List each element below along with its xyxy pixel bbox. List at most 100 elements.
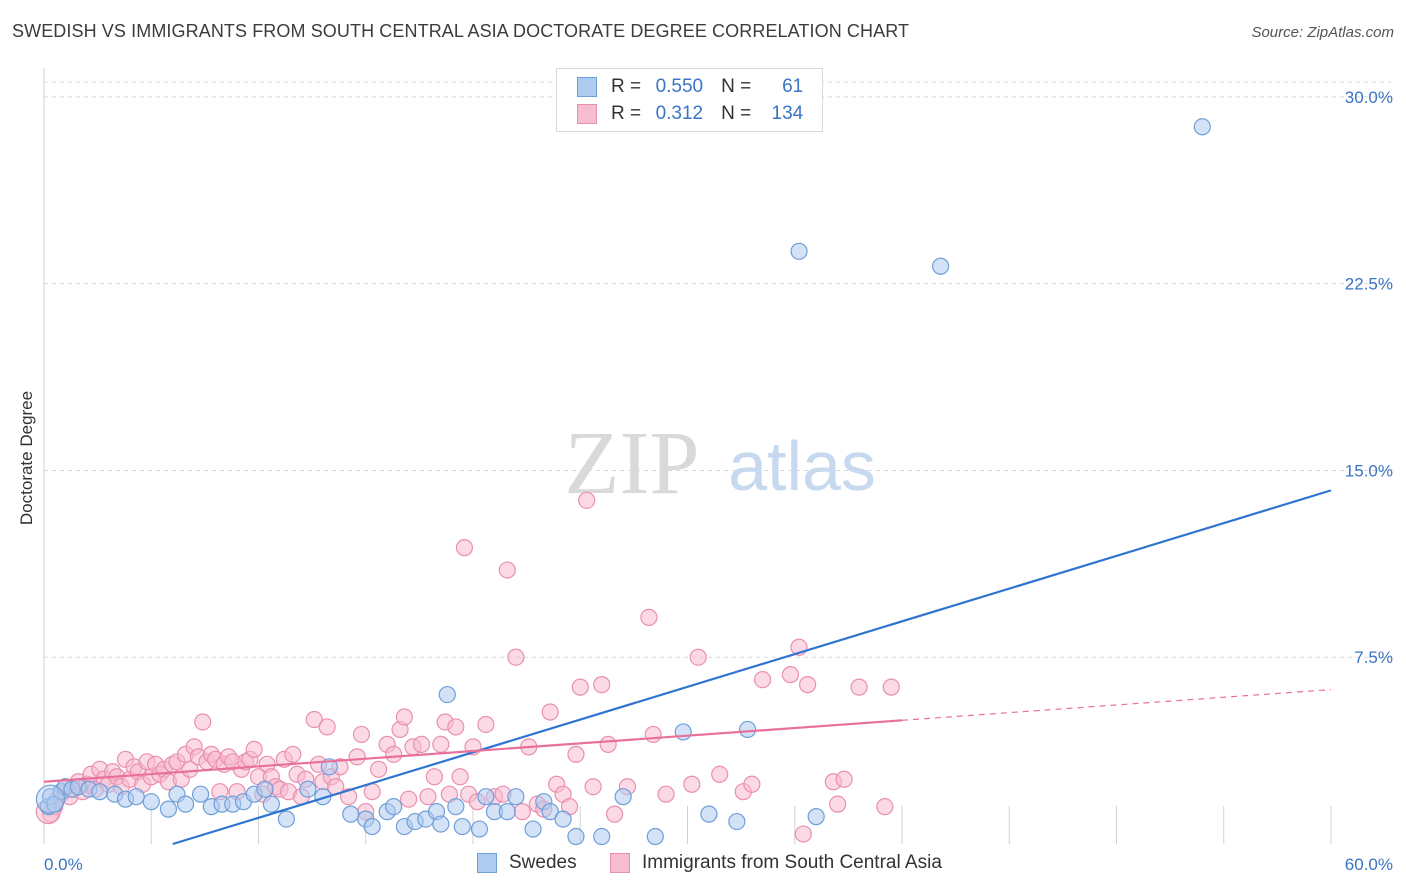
data-point <box>142 793 160 811</box>
data-point <box>571 678 589 696</box>
data-point <box>835 770 853 788</box>
data-point <box>277 810 295 828</box>
bottom-legend-label: Swedes <box>509 852 577 873</box>
data-point <box>432 735 450 753</box>
data-point <box>352 725 371 744</box>
data-point <box>829 795 847 813</box>
legend-swatch-blue <box>577 77 597 97</box>
grid-layer <box>43 68 1391 844</box>
legend-swatch-pink <box>577 104 597 124</box>
data-point <box>541 703 559 721</box>
data-point <box>567 745 585 763</box>
data-point <box>683 775 701 793</box>
data-point <box>470 820 489 838</box>
y-tick-label: 7.5% <box>1354 648 1393 667</box>
data-point <box>541 803 559 821</box>
data-point <box>262 795 280 813</box>
data-point <box>438 685 456 704</box>
data-point <box>395 708 413 726</box>
data-point <box>507 648 525 666</box>
data-point <box>646 827 664 846</box>
tick-labels: 7.5% 15.0% 22.5% 30.0% 0.0% 60.0% <box>44 88 1393 874</box>
data-point <box>753 671 772 689</box>
data-point <box>738 720 757 739</box>
data-point <box>498 561 516 579</box>
data-point <box>567 827 585 846</box>
legend-r-label: R = <box>611 76 642 97</box>
legend-r-value: 0.550 <box>655 76 704 97</box>
data-point <box>385 798 403 816</box>
data-point <box>578 491 596 509</box>
data-point <box>477 788 495 806</box>
data-point <box>127 788 145 806</box>
data-point <box>447 718 465 736</box>
bottom-legend-immigrants: Immigrants from South Central Asia <box>610 852 942 874</box>
legend-row-swedes: R = 0.550 N = 61 <box>577 75 803 99</box>
data-point <box>91 783 109 801</box>
data-point <box>477 715 495 734</box>
pink-series-points <box>35 491 900 843</box>
data-point <box>593 676 611 694</box>
data-point <box>799 676 817 694</box>
data-point <box>400 790 418 808</box>
data-point <box>425 768 443 786</box>
data-point <box>640 608 658 626</box>
legend-n-value: 61 <box>782 76 804 97</box>
data-point <box>644 725 662 744</box>
data-point <box>191 785 210 803</box>
data-point <box>524 820 542 838</box>
data-point <box>455 539 474 557</box>
data-point <box>419 788 437 806</box>
data-point <box>159 800 178 818</box>
legend-n-value: 134 <box>771 103 804 124</box>
data-point <box>176 795 195 813</box>
data-point <box>284 745 302 763</box>
legend-r-label: R = <box>611 103 642 124</box>
data-point <box>932 257 950 275</box>
data-point <box>1193 118 1211 136</box>
data-point <box>305 710 323 729</box>
x-tick-label: 60.0% <box>1345 855 1393 874</box>
legend-n-label: N = <box>721 103 752 124</box>
data-point <box>451 768 469 786</box>
data-point <box>605 805 624 823</box>
trend-line-immigrants <box>43 719 903 783</box>
data-point <box>320 758 338 776</box>
y-tick-label: 22.5% <box>1345 275 1393 294</box>
data-point <box>794 825 812 843</box>
data-point <box>614 788 632 806</box>
data-point <box>194 713 212 731</box>
legend-n-label: N = <box>721 76 752 97</box>
bottom-legend-swedes: Swedes <box>477 852 577 874</box>
data-point <box>363 817 381 836</box>
data-point <box>412 735 431 753</box>
data-point <box>348 748 366 766</box>
data-point <box>256 780 274 798</box>
data-point <box>498 803 516 821</box>
data-point <box>876 798 894 816</box>
data-point <box>689 648 707 666</box>
data-point <box>807 808 825 826</box>
y-tick-label: 30.0% <box>1345 88 1393 107</box>
legend-r-value: 0.312 <box>655 103 704 124</box>
data-point-cluster <box>35 784 66 814</box>
data-point <box>554 810 572 828</box>
data-point <box>790 242 808 260</box>
y-tick-label: 15.0% <box>1345 461 1393 480</box>
data-point <box>363 783 381 801</box>
data-point <box>299 780 317 798</box>
chart-title: SWEDISH VS IMMIGRANTS FROM SOUTH CENTRAL… <box>12 21 910 41</box>
data-point <box>728 812 746 831</box>
data-point <box>599 735 617 753</box>
data-point <box>584 778 602 796</box>
data-point <box>342 805 360 823</box>
blue-series-points <box>35 118 1211 846</box>
watermark-atlas: atlas <box>728 427 876 505</box>
bottom-legend-label: Immigrants from South Central Asia <box>642 852 942 873</box>
data-point <box>743 775 761 793</box>
data-point <box>385 745 403 763</box>
data-point <box>318 718 336 736</box>
data-point <box>593 827 611 846</box>
legend-row-immigrants: R = 0.312 N = 134 <box>577 102 803 126</box>
bottom-legend-swatch-pink <box>610 853 630 873</box>
